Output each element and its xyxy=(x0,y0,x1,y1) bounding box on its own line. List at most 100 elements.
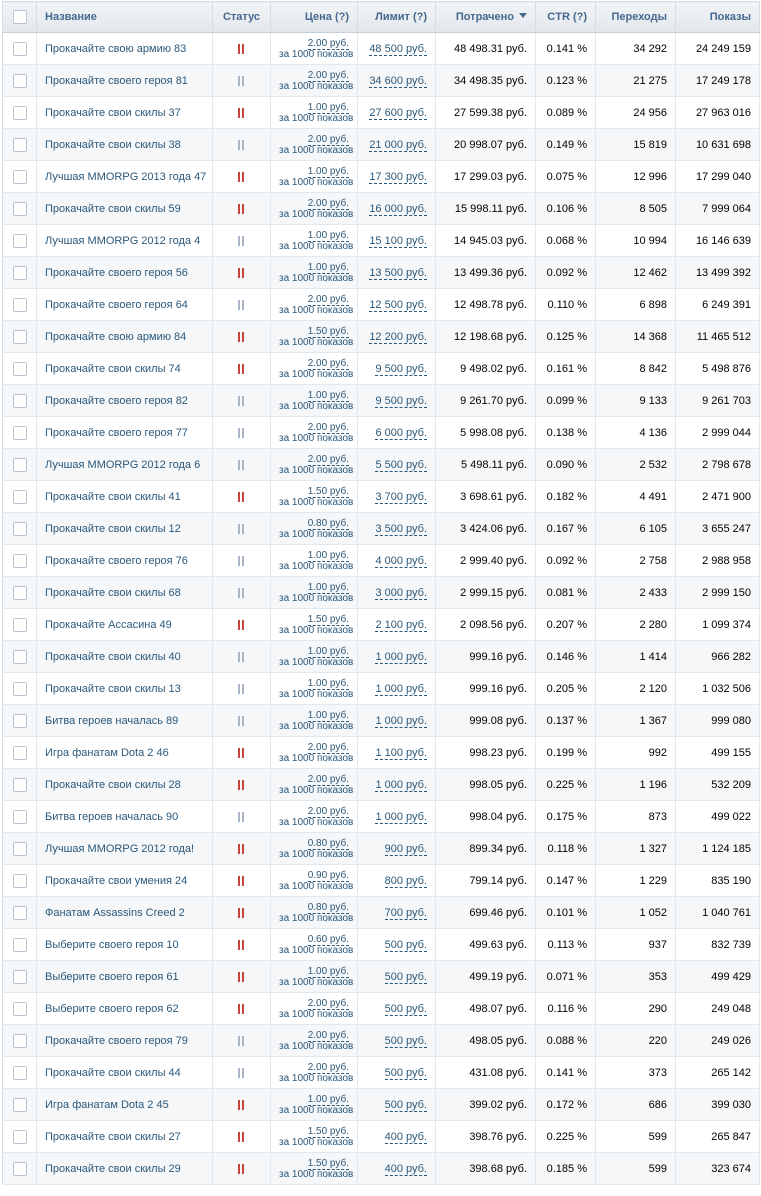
price[interactable]: 1.00 руб. xyxy=(307,261,349,274)
status-icon[interactable] xyxy=(238,875,245,886)
limit[interactable]: 400 руб. xyxy=(384,1130,427,1144)
status-icon[interactable] xyxy=(238,43,245,54)
price[interactable]: 2.00 руб. xyxy=(307,997,349,1010)
checkbox[interactable] xyxy=(12,105,27,120)
checkbox[interactable] xyxy=(12,297,27,312)
limit[interactable]: 5 500 руб. xyxy=(375,458,427,472)
status-icon[interactable] xyxy=(238,715,245,726)
limit[interactable]: 21 000 руб. xyxy=(369,138,427,152)
checkbox[interactable] xyxy=(12,361,27,376)
limit[interactable]: 3 500 руб. xyxy=(375,522,427,536)
checkbox[interactable] xyxy=(12,521,27,536)
status-icon[interactable] xyxy=(238,491,245,502)
limit[interactable]: 27 600 руб. xyxy=(369,106,427,120)
price[interactable]: 1.50 руб. xyxy=(307,485,349,498)
status-icon[interactable] xyxy=(238,811,245,822)
ad-name[interactable]: Прокачайте свои скилы 41 xyxy=(45,490,181,503)
ad-name[interactable]: Выберите своего героя 61 xyxy=(45,970,179,983)
limit[interactable]: 400 руб. xyxy=(384,1162,427,1176)
limit[interactable]: 9 500 руб. xyxy=(375,362,427,376)
ad-name[interactable]: Прокачайте свои скилы 44 xyxy=(45,1066,181,1079)
limit[interactable]: 900 руб. xyxy=(384,842,427,856)
ad-name[interactable]: Прокачайте свои умения 24 xyxy=(45,874,188,887)
checkbox[interactable] xyxy=(12,169,27,184)
price[interactable]: 1.00 руб. xyxy=(307,229,349,242)
select-all[interactable] xyxy=(2,1,37,33)
status-icon[interactable] xyxy=(238,171,245,182)
ad-name[interactable]: Прокачайте свои скилы 74 xyxy=(45,362,181,375)
checkbox[interactable] xyxy=(12,1001,27,1016)
ad-name[interactable]: Прокачайте своего героя 77 xyxy=(45,426,188,439)
col-limit[interactable]: Лимит (?) xyxy=(357,1,436,33)
ad-name[interactable]: Битва героев началась 90 xyxy=(45,810,179,823)
status-icon[interactable] xyxy=(238,299,245,310)
limit[interactable]: 4 000 руб. xyxy=(375,554,427,568)
price[interactable]: 1.00 руб. xyxy=(307,389,349,402)
limit[interactable]: 500 руб. xyxy=(384,970,427,984)
status-icon[interactable] xyxy=(238,75,245,86)
ad-name[interactable]: Прокачайте свои скилы 68 xyxy=(45,586,181,599)
price[interactable]: 2.00 руб. xyxy=(307,357,349,370)
price[interactable]: 2.00 руб. xyxy=(307,293,349,306)
price[interactable]: 0.60 руб. xyxy=(307,933,349,946)
price[interactable]: 1.50 руб. xyxy=(307,1157,349,1170)
price[interactable]: 0.90 руб. xyxy=(307,869,349,882)
col-name[interactable]: Название xyxy=(36,1,213,33)
price[interactable]: 0.80 руб. xyxy=(307,837,349,850)
col-clicks[interactable]: Переходы xyxy=(595,1,676,33)
checkbox[interactable] xyxy=(12,649,27,664)
status-icon[interactable] xyxy=(238,139,245,150)
col-status[interactable]: Статус xyxy=(212,1,271,33)
ad-name[interactable]: Выберите своего героя 10 xyxy=(45,938,179,951)
status-icon[interactable] xyxy=(238,555,245,566)
status-icon[interactable] xyxy=(238,779,245,790)
ad-name[interactable]: Лучшая MMORPG 2013 года 47 xyxy=(45,170,207,183)
status-icon[interactable] xyxy=(238,203,245,214)
price[interactable]: 1.00 руб. xyxy=(307,677,349,690)
status-icon[interactable] xyxy=(238,267,245,278)
limit[interactable]: 1 000 руб. xyxy=(375,810,427,824)
status-icon[interactable] xyxy=(238,1099,245,1110)
status-icon[interactable] xyxy=(238,1003,245,1014)
limit[interactable]: 48 500 руб. xyxy=(369,42,427,56)
checkbox[interactable] xyxy=(12,681,27,696)
price[interactable]: 2.00 руб. xyxy=(307,773,349,786)
status-icon[interactable] xyxy=(238,363,245,374)
checkbox[interactable] xyxy=(12,777,27,792)
price[interactable]: 1.50 руб. xyxy=(307,613,349,626)
checkbox[interactable] xyxy=(12,969,27,984)
checkbox[interactable] xyxy=(12,1097,27,1112)
status-icon[interactable] xyxy=(238,1067,245,1078)
checkbox[interactable] xyxy=(12,713,27,728)
status-icon[interactable] xyxy=(238,107,245,118)
ad-name[interactable]: Прокачайте своего героя 56 xyxy=(45,266,188,279)
ad-name[interactable]: Прокачайте своего героя 64 xyxy=(45,298,188,311)
checkbox[interactable] xyxy=(12,937,27,952)
price[interactable]: 2.00 руб. xyxy=(307,741,349,754)
limit[interactable]: 1 000 руб. xyxy=(375,650,427,664)
status-icon[interactable] xyxy=(238,683,245,694)
status-icon[interactable] xyxy=(238,395,245,406)
checkbox[interactable] xyxy=(12,41,27,56)
limit[interactable]: 12 200 руб. xyxy=(369,330,427,344)
checkbox[interactable] xyxy=(12,1033,27,1048)
status-icon[interactable] xyxy=(238,1131,245,1142)
ad-name[interactable]: Прокачайте своего героя 82 xyxy=(45,394,188,407)
ad-name[interactable]: Прокачайте свои скилы 37 xyxy=(45,106,181,119)
checkbox[interactable] xyxy=(12,393,27,408)
ad-name[interactable]: Прокачайте свои скилы 29 xyxy=(45,1162,181,1175)
limit[interactable]: 1 000 руб. xyxy=(375,714,427,728)
limit[interactable]: 500 руб. xyxy=(384,938,427,952)
price[interactable]: 2.00 руб. xyxy=(307,1029,349,1042)
price[interactable]: 0.80 руб. xyxy=(307,517,349,530)
col-shows[interactable]: Показы xyxy=(675,1,760,33)
ad-name[interactable]: Прокачайте свои скилы 13 xyxy=(45,682,181,695)
status-icon[interactable] xyxy=(238,747,245,758)
ad-name[interactable]: Лучшая MMORPG 2012 года! xyxy=(45,842,195,855)
ad-name[interactable]: Прокачайте свои скилы 59 xyxy=(45,202,181,215)
limit[interactable]: 1 000 руб. xyxy=(375,682,427,696)
checkbox[interactable] xyxy=(12,73,27,88)
checkbox[interactable] xyxy=(12,457,27,472)
ad-name[interactable]: Лучшая MMORPG 2012 года 6 xyxy=(45,458,201,471)
price[interactable]: 2.00 руб. xyxy=(307,197,349,210)
